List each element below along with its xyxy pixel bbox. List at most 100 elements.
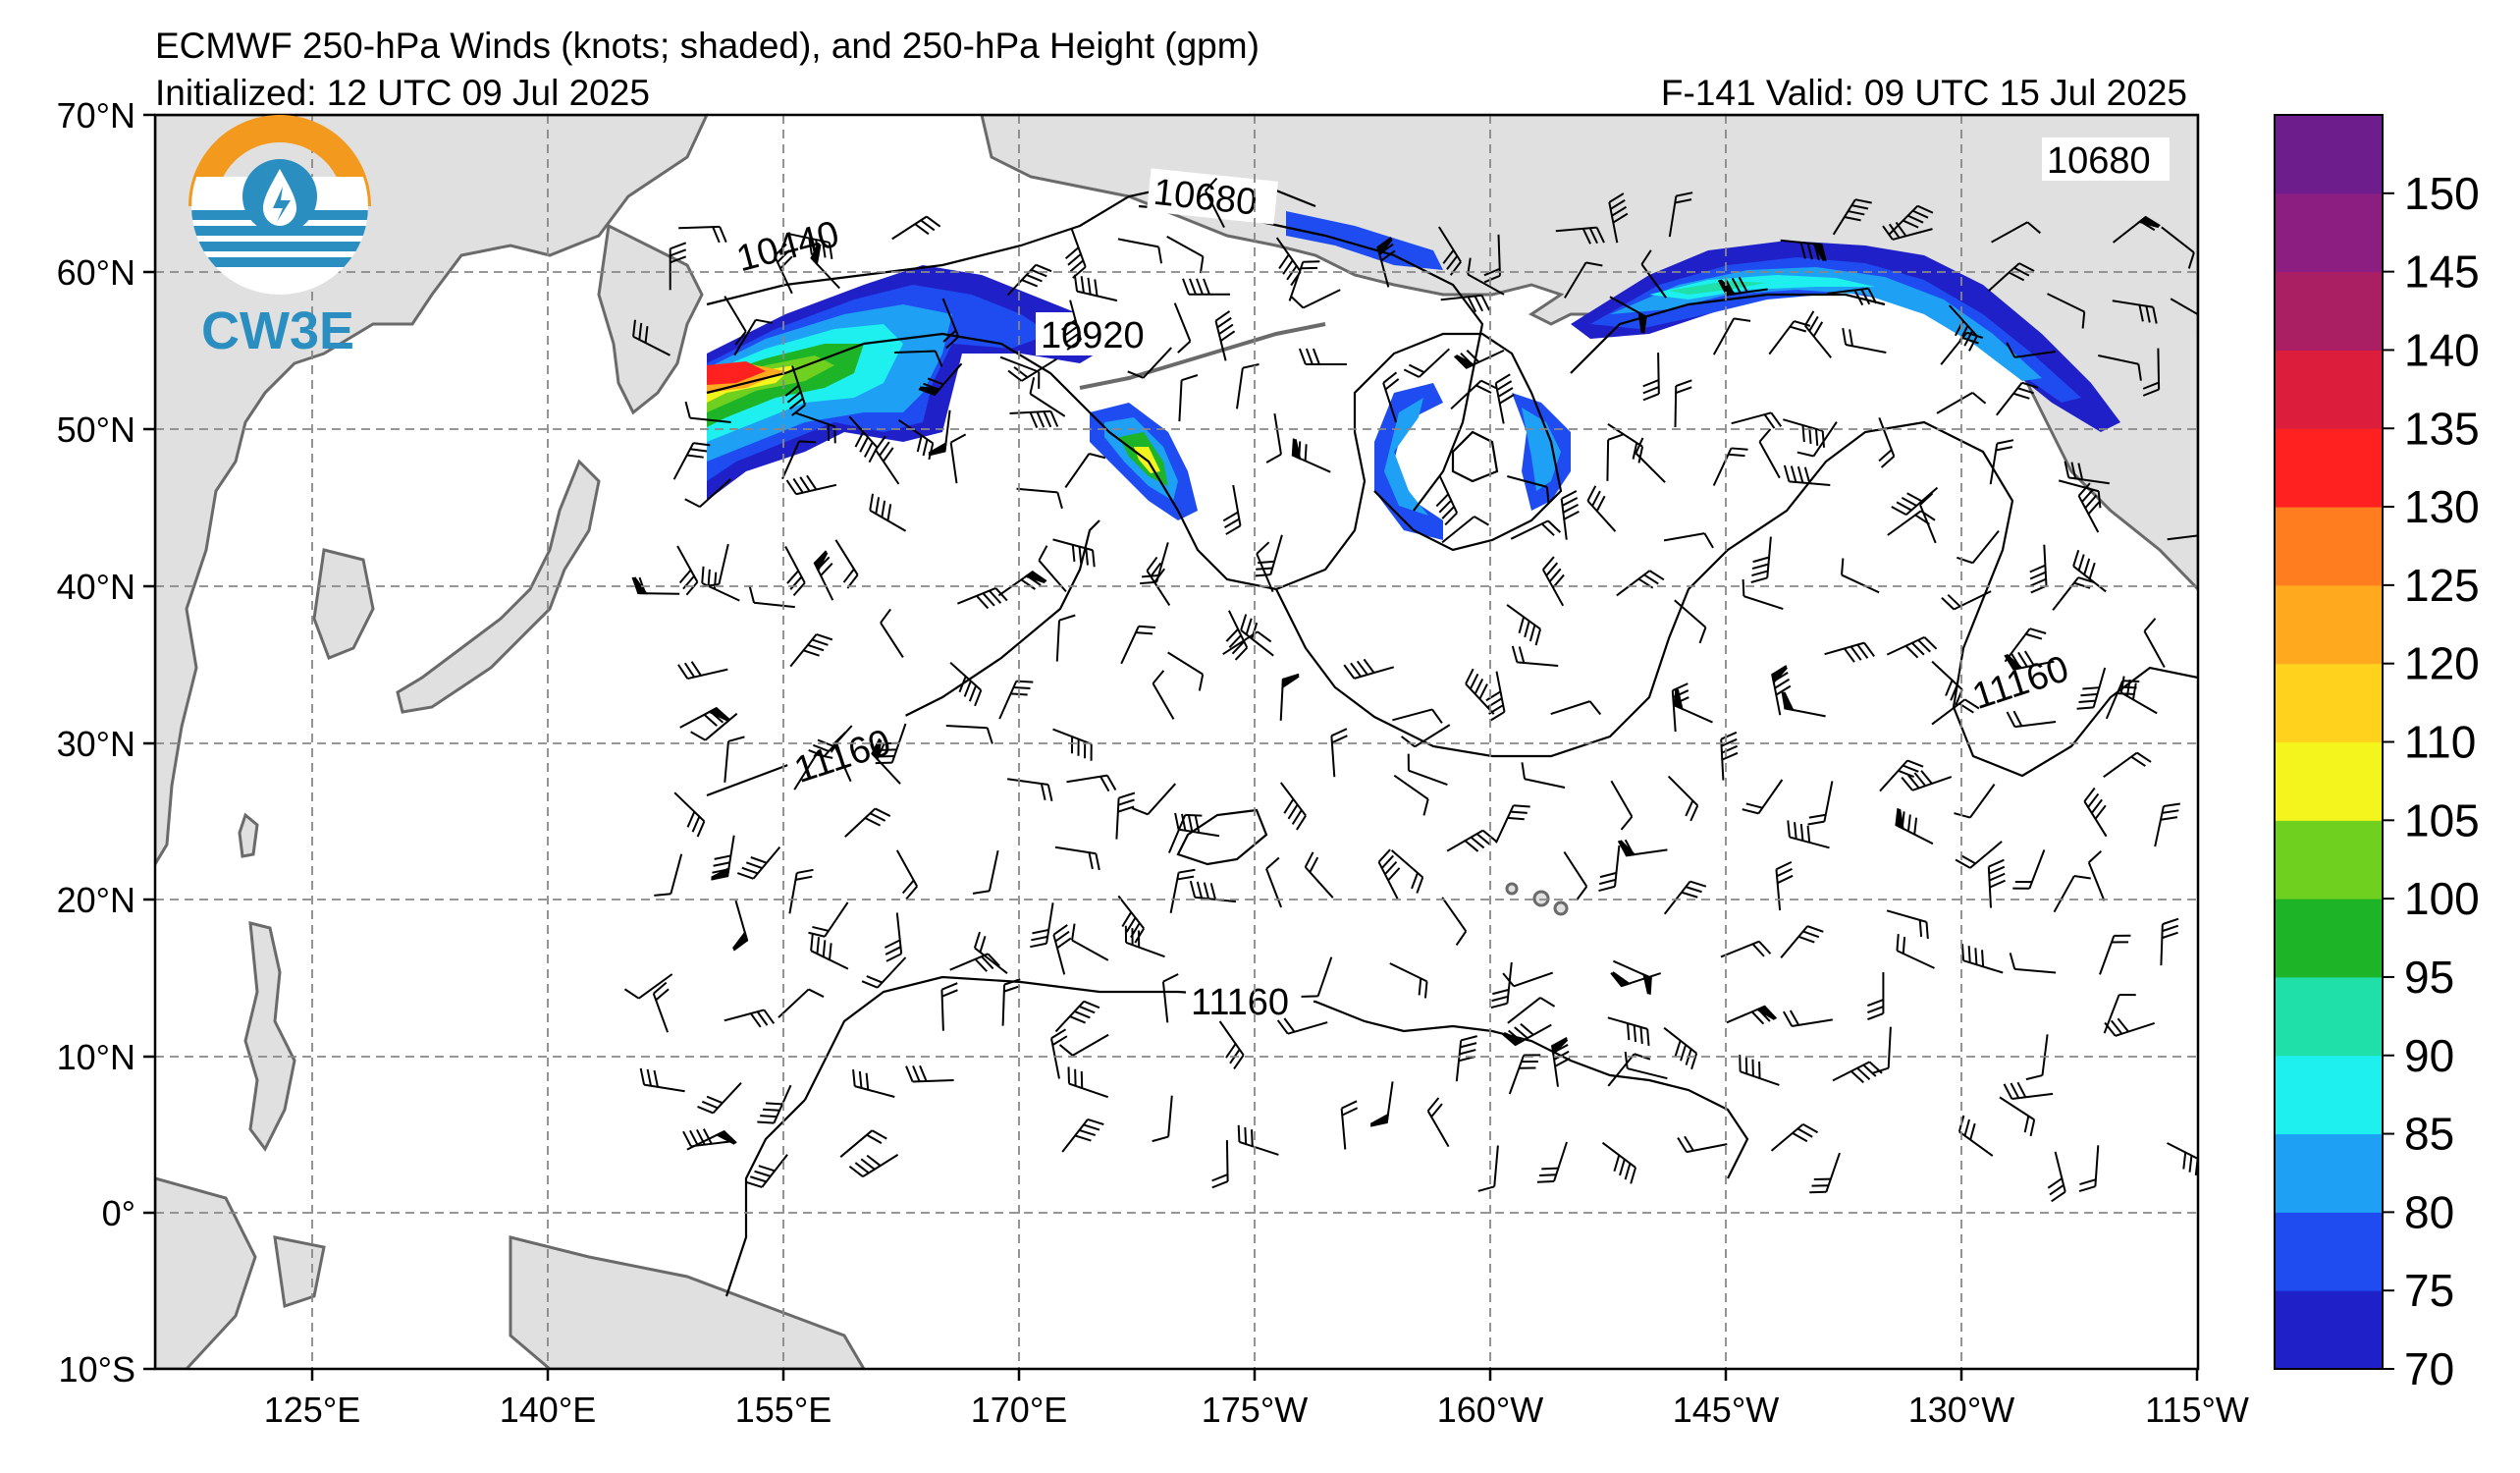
wind-barb: [1510, 519, 1562, 540]
wind-barb: [654, 853, 683, 897]
wind-barb: [1824, 641, 1875, 663]
wind-barb: [1742, 579, 1784, 611]
wind-barb: [884, 912, 903, 962]
wind-barb: [684, 401, 731, 423]
wind-barb: [1477, 1145, 1499, 1192]
wind-barb: [1222, 630, 1272, 656]
wind-barb: [1610, 780, 1634, 831]
wind-barb: [1780, 239, 1827, 261]
colorbar-swatch: [2275, 271, 2383, 351]
wind-barb: [1120, 625, 1156, 665]
wind-barb: [781, 440, 817, 480]
cw3e-logo: CW3E: [188, 115, 371, 360]
wind-barb: [697, 1082, 742, 1115]
colorbar-label: 100: [2404, 873, 2480, 924]
wind-barb: [808, 901, 849, 938]
valid-time-label: F-141 Valid: 09 UTC 15 Jul 2025: [1660, 73, 2187, 113]
wind-barb: [1610, 971, 1662, 988]
colorbar-label: 75: [2404, 1265, 2454, 1316]
wind-barb: [1173, 302, 1192, 354]
wind-barb: [1494, 373, 1515, 424]
wind-barb: [1376, 237, 1396, 288]
wind-barb: [1607, 1053, 1651, 1087]
wind-barb: [973, 931, 1008, 974]
wind-barb: [1254, 534, 1283, 577]
wind-barb: [1214, 310, 1236, 361]
contour-small-high: [1176, 808, 1268, 866]
wind-barb: [745, 1154, 788, 1188]
wind-barb: [1052, 728, 1093, 761]
wind-barb: [1624, 1051, 1668, 1080]
wind-barb: [1205, 177, 1225, 229]
wind-barb: [1182, 278, 1230, 296]
lat-label-50n: 50°N: [57, 409, 135, 450]
colorbar-label: 95: [2404, 952, 2454, 1003]
wind-barb: [784, 546, 806, 597]
wind-barb: [949, 953, 1000, 972]
wind-barb: [1809, 1152, 1841, 1194]
wind-barb: [2029, 544, 2048, 594]
wind-barb: [789, 633, 833, 668]
wind-barb: [2078, 1145, 2100, 1193]
wind-barb: [732, 900, 749, 952]
wind-barb: [1403, 348, 1450, 378]
wind-barb: [1007, 778, 1053, 801]
wind-barb: [852, 1069, 895, 1098]
wind-barb: [891, 215, 941, 241]
wind-barb: [2006, 342, 2057, 358]
wind-barb: [1211, 1140, 1229, 1189]
colorbar-label: 130: [2404, 481, 2480, 532]
wind-barb: [1465, 668, 1495, 715]
logo-text: CW3E: [201, 301, 354, 360]
wind-barb: [784, 365, 807, 416]
wind-barb: [672, 442, 711, 480]
philippines: [243, 921, 296, 1152]
wind-barbs: [623, 177, 2198, 1203]
colorbar-swatch: [2275, 976, 2383, 1057]
wind-barb: [928, 409, 951, 457]
wind-barb: [682, 1128, 732, 1148]
wind-barb: [2154, 802, 2180, 847]
wind-barb: [1236, 363, 1260, 409]
jet3-west-75: [1374, 383, 1443, 540]
wind-barb: [1124, 925, 1165, 958]
wind-barb: [1166, 236, 1205, 274]
lat-label-10n: 10°N: [57, 1037, 135, 1077]
wind-barb: [1167, 651, 1205, 691]
wind-barb: [848, 1154, 899, 1178]
wind-barb: [1887, 204, 1934, 237]
wind-barb: [1988, 262, 2035, 292]
wind-barb: [1608, 192, 1629, 244]
wind-barb: [679, 706, 730, 729]
wind-barb: [1007, 357, 1057, 382]
wind-barb: [945, 725, 993, 744]
wind-barb: [1369, 1081, 1394, 1127]
wind-barb: [1991, 221, 2041, 244]
wind-barb: [1609, 296, 1647, 334]
colorbar-swatch: [2275, 820, 2383, 900]
wind-barb: [1642, 353, 1660, 402]
wind-barb: [1886, 635, 1938, 659]
logo-sun-arc: [188, 115, 371, 206]
wind-barb: [905, 1064, 954, 1083]
wind-barb: [631, 576, 680, 595]
wind-barb: [2104, 1017, 2156, 1037]
colorbar-swatch: [2275, 428, 2383, 508]
wind-barb: [1770, 1123, 1819, 1152]
wind-barb: [1066, 774, 1117, 792]
wind-barb: [2112, 300, 2158, 324]
wind-barb: [1560, 490, 1580, 540]
wind-barb: [1301, 956, 1333, 998]
colorbar-label: 140: [2404, 324, 2480, 375]
wind-barb: [1989, 439, 2014, 485]
wind-barb: [1169, 868, 1196, 913]
wind-barb: [2076, 667, 2107, 710]
wind-barb: [844, 807, 891, 838]
wind-barb: [2072, 549, 2107, 593]
wind-barb: [1073, 274, 1118, 302]
wind-barb: [1029, 377, 1066, 417]
wind-barb: [1441, 516, 1489, 544]
colorbar-swatch: [2275, 899, 2383, 978]
wind-barb: [2170, 298, 2198, 333]
wind-barb: [1389, 962, 1428, 999]
